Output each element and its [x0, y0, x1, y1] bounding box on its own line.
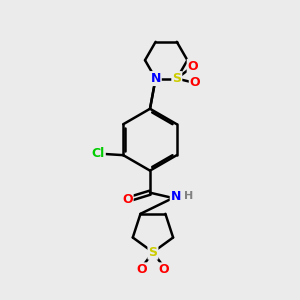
- Text: Cl: Cl: [92, 147, 105, 160]
- Text: N: N: [171, 190, 181, 203]
- Text: O: O: [122, 193, 133, 206]
- Text: H: H: [184, 190, 193, 201]
- Text: O: O: [188, 60, 198, 73]
- Text: O: O: [136, 263, 147, 276]
- Text: O: O: [159, 263, 170, 276]
- Text: S: S: [172, 72, 181, 85]
- Text: S: S: [148, 246, 158, 259]
- Text: N: N: [150, 72, 161, 85]
- Text: O: O: [190, 76, 200, 89]
